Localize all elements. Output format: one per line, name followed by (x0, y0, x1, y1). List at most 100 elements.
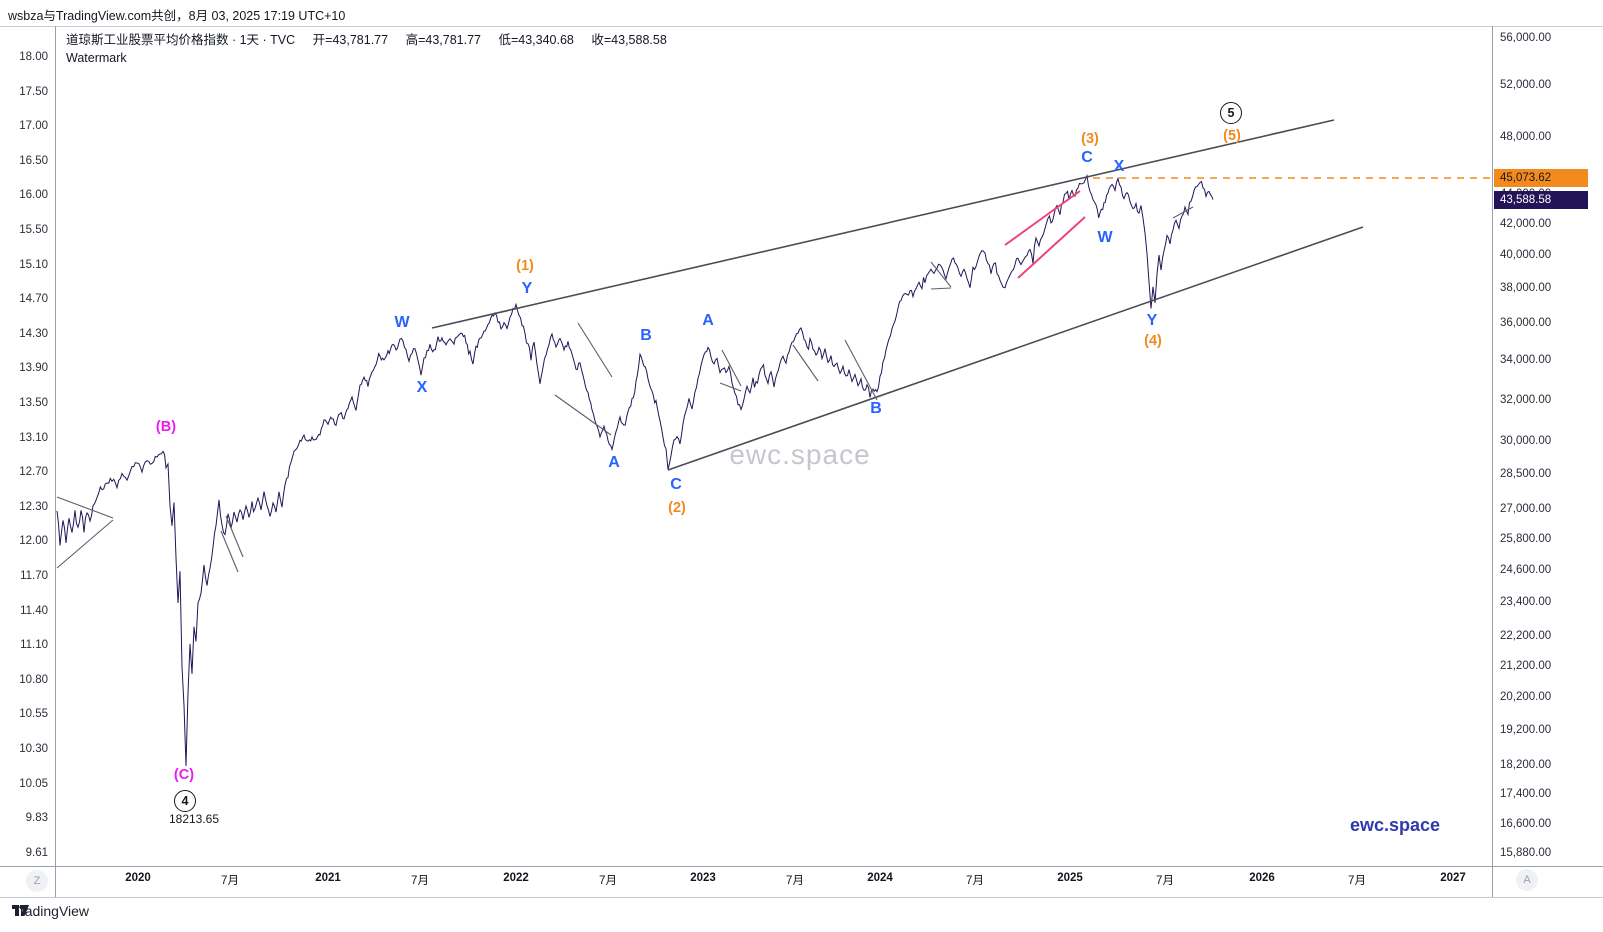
ohlc-open: 开=43,781.77 (312, 33, 389, 47)
left-axis-tick: 16.50 (19, 154, 48, 167)
left-axis-tick: 14.70 (19, 293, 48, 306)
left-axis-tick: 15.10 (19, 258, 48, 271)
wave-label-4[interactable]: (4) (1144, 333, 1162, 349)
left-axis-tick: 15.50 (19, 224, 48, 236)
minor-trendline[interactable] (577, 322, 613, 378)
left-axis-tick: 12.70 (19, 466, 48, 479)
time-axis-year-tick: 2021 (315, 872, 341, 884)
wave-label-Y[interactable]: Y (521, 280, 533, 297)
symbol-title[interactable]: 道琼斯工业股票平均价格指数 · 1天 · TVC (66, 33, 296, 47)
right-axis-tick: 32,000.00 (1500, 393, 1552, 406)
tradingview-logo[interactable]: TradingView (12, 903, 89, 919)
wave-label-C[interactable]: C (670, 476, 682, 493)
tradingview-logo-icon (12, 905, 29, 916)
frame-top-border (0, 26, 1603, 27)
wave-label-2[interactable]: (2) (668, 500, 686, 516)
time-axis-year-tick: 2025 (1057, 872, 1083, 884)
left-scale-border (55, 26, 56, 897)
right-scale-auto-button[interactable]: A (1516, 869, 1538, 891)
center-watermark: ewc.space (729, 439, 871, 470)
left-axis-tick: 13.50 (19, 397, 48, 409)
wave-label-C[interactable]: C (1081, 149, 1093, 166)
left-axis-tick: 10.55 (19, 708, 48, 721)
wave-label-5[interactable]: (5) (1223, 128, 1241, 144)
left-axis-tick: 9.83 (25, 812, 48, 825)
left-axis-tick: 13.10 (19, 431, 48, 444)
minor-trendline[interactable] (930, 261, 952, 288)
right-axis-tick: 21,200.00 (1500, 659, 1552, 672)
wave-label-X[interactable]: X (1113, 158, 1125, 175)
left-axis-tick: 12.00 (19, 535, 48, 548)
dashed-level-price-label: 45,073.62 (1494, 168, 1588, 187)
minor-trendline[interactable] (721, 349, 742, 387)
indicator-label[interactable]: Watermark (66, 51, 127, 65)
time-axis-month-tick: 7月 (411, 875, 429, 887)
left-axis-tick: 14.30 (19, 327, 48, 340)
time-axis-year-tick: 2023 (690, 872, 716, 884)
cycle-low-price-note[interactable]: 18213.65 (168, 812, 220, 826)
right-axis-tick: 42,000.00 (1500, 217, 1552, 230)
wave-label-B[interactable]: B (870, 400, 882, 417)
right-axis-tick: 24,600.00 (1500, 563, 1552, 576)
circled-wave-5[interactable]: 5 (1220, 102, 1242, 124)
wave-label-B[interactable]: (B) (155, 419, 177, 435)
right-axis-tick: 22,200.00 (1500, 630, 1552, 643)
wave-label-X[interactable]: X (416, 379, 428, 396)
left-axis-tick: 10.30 (19, 743, 48, 755)
price-series[interactable] (56, 174, 1214, 766)
last-price-label: 43,588.58 (1494, 190, 1588, 209)
minor-trendline[interactable] (1172, 206, 1194, 219)
minor-trendline[interactable] (930, 287, 952, 290)
minor-trendline[interactable] (220, 530, 239, 573)
wave-label-B[interactable]: B (640, 327, 652, 344)
minor-trendline[interactable] (844, 339, 878, 401)
time-axis-month-tick: 7月 (786, 875, 804, 887)
right-scale-border (1492, 26, 1493, 897)
minor-trendline[interactable] (56, 519, 114, 569)
time-axis-month-tick: 7月 (1156, 875, 1174, 887)
left-axis-tick: 10.80 (19, 673, 48, 686)
right-axis-tick: 16,600.00 (1500, 818, 1552, 831)
left-axis-tick: 11.70 (20, 570, 48, 582)
wedge-trendline[interactable] (1017, 216, 1086, 279)
time-axis-month-tick: 7月 (221, 875, 239, 887)
right-axis-tick: 56,000.00 (1500, 31, 1552, 44)
wedge-trendline[interactable] (1004, 190, 1081, 246)
minor-trendline[interactable] (554, 394, 612, 436)
wave-label-W[interactable]: W (394, 314, 410, 331)
left-axis-tick: 17.50 (19, 85, 48, 98)
frame-bottom-border (0, 897, 1603, 898)
left-axis-tick: 11.40 (20, 604, 48, 617)
minor-trendline[interactable] (719, 382, 742, 392)
circled-wave-4[interactable]: 4 (174, 790, 196, 812)
left-axis-tick: 10.05 (19, 777, 48, 790)
wave-label-1[interactable]: (1) (516, 258, 534, 274)
wave-label-A[interactable]: A (702, 312, 714, 329)
time-axis-year-tick: 2026 (1249, 872, 1275, 884)
right-axis-tick: 48,000.00 (1500, 131, 1552, 144)
left-axis-tick: 9.61 (25, 846, 48, 859)
time-axis-year-tick: 2020 (125, 872, 151, 884)
wave-label-3[interactable]: (3) (1081, 131, 1099, 147)
channel-trendline[interactable] (431, 119, 1335, 329)
time-axis-year-tick: 2024 (867, 872, 893, 884)
wave-label-Y[interactable]: Y (1146, 312, 1158, 329)
left-scale-mode-button[interactable]: Z (26, 870, 48, 892)
left-axis-tick: 16.00 (19, 189, 48, 202)
minor-trendline[interactable] (792, 344, 819, 382)
right-axis-tick: 30,000.00 (1500, 435, 1552, 448)
wave-label-A[interactable]: A (608, 454, 620, 471)
wave-label-W[interactable]: W (1097, 229, 1113, 246)
channel-trendline[interactable] (667, 226, 1364, 471)
right-axis-tick: 36,000.00 (1500, 317, 1552, 330)
symbol-legend[interactable]: 道琼斯工业股票平均价格指数 · 1天 · TVC 开=43,781.77 高=4… (66, 29, 681, 65)
tradingview-logo-text: TradingView (12, 903, 90, 919)
left-axis-tick: 17.00 (19, 120, 48, 133)
right-axis-tick: 34,000.00 (1500, 354, 1552, 367)
left-axis-tick: 13.90 (19, 362, 48, 375)
right-axis-tick: 17,400.00 (1500, 787, 1552, 800)
minor-trendline[interactable] (56, 496, 114, 519)
wave-label-C[interactable]: (C) (173, 767, 195, 783)
minor-trendline[interactable] (225, 515, 244, 558)
